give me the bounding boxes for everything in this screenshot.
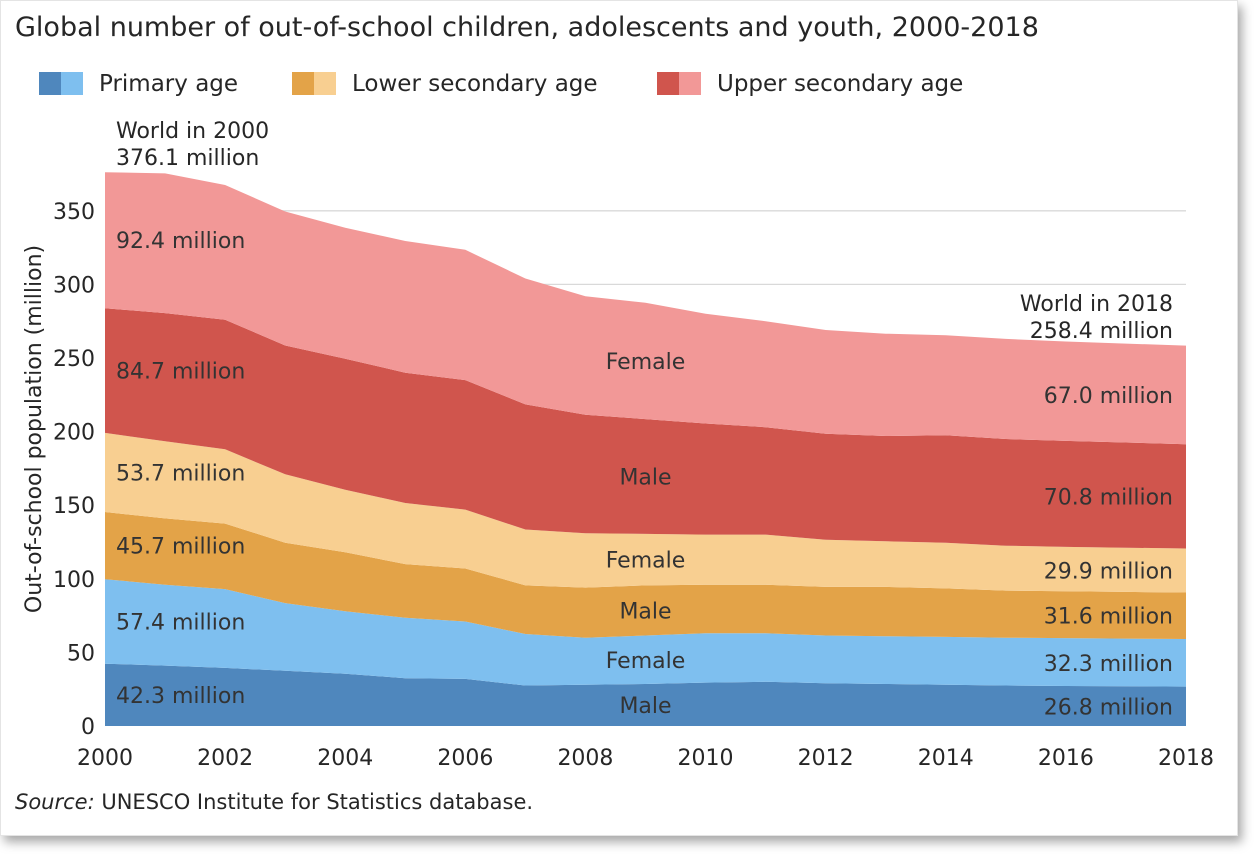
legend-label-lower-secondary: Lower secondary age [352,71,598,97]
source-text: UNESCO Institute for Statistics database… [95,790,533,814]
y-tick-label: 100 [53,568,95,593]
legend-swatch-primary-dark [39,72,61,95]
series-end-label: 32.3 million [1044,652,1173,677]
series-end-label: 26.8 million [1044,695,1173,720]
legend-label-primary: Primary age [99,71,238,97]
area-band [105,308,1186,549]
series-start-label: 92.4 million [116,229,245,254]
legend-swatch-upper-light [679,72,701,95]
chart-card: Global number of out-of-school children,… [0,0,1238,836]
legend-swatch-lower-dark [292,72,314,95]
area-labels: 42.3 million Male 26.8 million 57.4 million… [116,229,1173,720]
y-axis-label: Out-of-school population (million) [22,245,47,613]
chart-title: Global number of out-of-school children,… [15,12,1039,43]
legend: Primary age Lower secondary age Upper se… [39,71,963,97]
x-tick-label: 2014 [918,746,974,771]
y-axis-ticks: 0 50 100 150 200 250 300 350 [53,200,95,740]
series-sex-label: Male [619,465,671,490]
y-tick-label: 300 [53,273,95,298]
area-band [105,432,1186,593]
x-tick-label: 2018 [1158,746,1214,771]
series-start-label: 57.4 million [116,610,245,635]
area-band [105,512,1186,639]
y-tick-label: 350 [53,200,95,225]
stacked-areas [105,172,1186,726]
area-chart: Global number of out-of-school children,… [15,12,1214,814]
x-tick-label: 2004 [317,746,373,771]
area-band [105,172,1186,445]
x-tick-label: 2010 [678,746,734,771]
y-tick-label: 50 [67,641,95,666]
series-start-label: 84.7 million [116,360,245,385]
legend-label-upper-secondary: Upper secondary age [717,71,963,97]
series-sex-label: Male [619,599,671,624]
x-axis-ticks: 2000 2002 2004 2006 2008 2010 2012 2014 2016 2018 [77,746,1214,771]
area-band [105,663,1186,726]
start-annotation-line2: 376.1 million [116,146,259,171]
series-start-label: 53.7 million [116,461,245,486]
end-annotation-line1: World in 2018 [1020,292,1173,317]
x-tick-label: 2008 [557,746,613,771]
series-end-label: 70.8 million [1044,485,1173,510]
series-end-label: 29.9 million [1044,559,1173,584]
y-tick-label: 150 [53,494,95,519]
x-tick-label: 2012 [798,746,854,771]
series-sex-label: Male [619,694,671,719]
x-tick-label: 2016 [1038,746,1094,771]
series-end-label: 31.6 million [1044,605,1173,630]
series-start-label: 45.7 million [116,535,245,560]
source-note: Source: UNESCO Institute for Statistics … [15,790,533,814]
series-sex-label: Female [606,649,686,674]
y-tick-label: 250 [53,347,95,372]
legend-swatch-upper-dark [657,72,679,95]
series-sex-label: Female [606,549,686,574]
x-tick-label: 2002 [197,746,253,771]
series-start-label: 42.3 million [116,684,245,709]
start-annotation-line1: World in 2000 [116,119,269,144]
legend-swatch-primary-light [61,72,83,95]
series-sex-label: Female [606,350,686,375]
x-tick-label: 2000 [77,746,133,771]
area-band [105,579,1186,687]
series-end-label: 67.0 million [1044,384,1173,409]
x-tick-label: 2006 [437,746,493,771]
end-annotation-line2: 258.4 million [1030,319,1173,344]
y-tick-label: 200 [53,421,95,446]
source-prefix: Source: [15,790,95,814]
legend-swatch-lower-light [314,72,336,95]
y-tick-label: 0 [81,715,95,740]
